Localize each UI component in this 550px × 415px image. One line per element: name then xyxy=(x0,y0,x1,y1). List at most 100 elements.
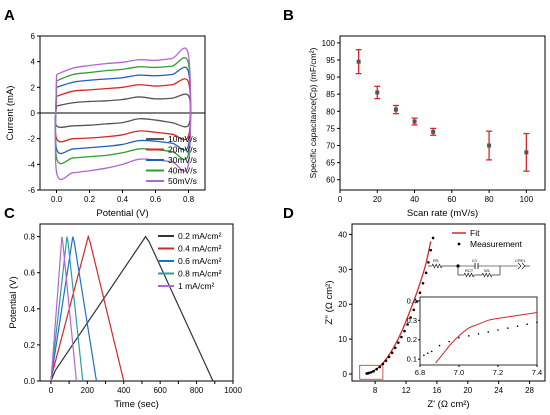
y-tick-label: 6 xyxy=(31,32,36,41)
y-tick-label: -2 xyxy=(28,135,36,144)
y-tick-label: 90 xyxy=(326,73,335,82)
measurement-point xyxy=(415,300,419,303)
measurement-point xyxy=(406,323,409,326)
y-tick-label: -4 xyxy=(28,160,36,169)
inset-measurement-point xyxy=(438,344,441,347)
inset-x-tick-label: 6.8 xyxy=(415,368,425,377)
measurement-point xyxy=(403,329,406,333)
y-tick-label: 40 xyxy=(338,230,347,239)
y-tick-label: 100 xyxy=(322,39,336,48)
y-tick-label: -6 xyxy=(28,186,36,195)
inset-measurement-point xyxy=(448,340,451,343)
measurement-point xyxy=(372,369,375,373)
x-tick-label: 8 xyxy=(373,386,378,395)
x-tick-label: 24 xyxy=(494,386,503,395)
legend-label: 1 mA/cm² xyxy=(178,281,215,291)
inset-x-tick-label: 7.2 xyxy=(493,368,503,377)
legend-label: 0.8 mA/cm² xyxy=(178,269,222,279)
y-tick-label: 0.4 xyxy=(24,305,36,314)
x-tick-label: 0 xyxy=(49,386,54,395)
x-tick-label: 0.2 xyxy=(84,195,96,204)
x-tick-label: 0.4 xyxy=(117,195,129,204)
circuit-resistor xyxy=(481,272,493,278)
data-point xyxy=(356,59,361,64)
legend-label: Fit xyxy=(470,228,480,238)
y-tick-label: 0.2 xyxy=(24,341,36,350)
plot-frame xyxy=(351,223,546,382)
y-tick-label: 60 xyxy=(326,176,335,185)
equivalent-circuit: RS C1 RCT W1 CPE1 xyxy=(428,258,530,278)
y-axis-title: Z'' (Ω cm²) xyxy=(324,281,335,325)
legend-label: 0.6 mA/cm² xyxy=(178,256,222,266)
x-tick-label: 0.6 xyxy=(150,195,162,204)
measurement-point xyxy=(421,282,425,285)
x-tick-label: 28 xyxy=(525,386,534,395)
legend-label: Measurement xyxy=(470,239,523,249)
measurement-point xyxy=(381,362,385,366)
x-tick-label: 600 xyxy=(153,386,167,395)
panel-letter-b: B xyxy=(283,7,294,24)
measurement-point xyxy=(409,316,412,319)
plot-frame xyxy=(39,223,234,382)
x-tick-label: 20 xyxy=(463,386,472,395)
data-point xyxy=(412,119,417,124)
data-point xyxy=(431,129,436,134)
legend-label: 50mV/s xyxy=(168,176,197,186)
x-tick-label: 1000 xyxy=(224,386,242,395)
gcd-curve-0.2 mA/cm² xyxy=(50,235,214,382)
inset-measurement-point xyxy=(497,329,499,331)
panel-d-eis-plot: 8 12 16 20 24 28 0 10 20 30 40 Z' (Ω cm²) Z'' (Ω cm²… xyxy=(324,223,546,410)
measurement-point xyxy=(393,346,397,350)
y-tick-label: 70 xyxy=(326,142,335,151)
cv-curve-10mV/s xyxy=(54,93,192,128)
y-tick-label: 0.0 xyxy=(24,377,36,386)
panel-letter-d: D xyxy=(283,205,294,222)
circuit-label-rct: RCT xyxy=(465,268,474,273)
inset-y-tick-label: 0.4 xyxy=(407,296,417,305)
y-axis-title: Potential (V) xyxy=(8,276,19,328)
y-tick-label: 0 xyxy=(31,109,36,118)
panel-b-capacitance-plot: 0 20 40 60 80 100 60 65 70 75 80 85 90 95 100 Scan rate… xyxy=(308,35,546,219)
inset-fit-curve xyxy=(435,312,538,364)
measurement-point xyxy=(390,351,394,355)
circuit-label-rs: RS xyxy=(433,258,439,263)
data-point xyxy=(393,107,398,112)
y-tick-label: 30 xyxy=(338,265,347,274)
x-tick-label: 0.8 xyxy=(183,195,195,204)
y-axis-title: Current (mA) xyxy=(5,86,16,141)
y-tick-label: 0.6 xyxy=(24,269,36,278)
circuit-resistor xyxy=(431,263,443,269)
legend-label: 0.4 mA/cm² xyxy=(178,244,222,254)
x-tick-label: 80 xyxy=(485,195,494,204)
inset-y-tick-label: 0.1 xyxy=(407,355,417,364)
inset-measurement-point xyxy=(487,331,490,333)
cv-curve-30mV/s xyxy=(54,66,192,155)
x-tick-label: 60 xyxy=(447,195,456,204)
inset-measurement-point xyxy=(506,327,509,329)
x-tick-label: 800 xyxy=(190,386,204,395)
panel-letter-c: C xyxy=(4,205,15,222)
x-tick-label: 100 xyxy=(520,195,534,204)
legend-label: 0.2 mA/cm² xyxy=(178,231,222,241)
measurement-point xyxy=(375,367,379,371)
measurement-point xyxy=(412,308,416,312)
measurement-point xyxy=(387,355,391,359)
panel-a-cv-plot: 0.0 0.2 0.4 0.6 0.8 -6 -4 -2 0 2 4 6 Potential (V) Cu… xyxy=(5,32,206,219)
inset-measurement-point xyxy=(516,325,519,327)
x-tick-label: 12 xyxy=(402,386,411,395)
y-tick-label: 95 xyxy=(326,56,335,65)
cv-curve-40mV/s xyxy=(54,57,192,165)
cv-curve-20mV/s xyxy=(54,78,192,143)
y-tick-label: 80 xyxy=(326,107,335,116)
measurement-point xyxy=(397,341,400,344)
inset-plot: 6.8 7.0 7.2 7.4 0.1 0.2 0.3 0.4 xyxy=(407,296,543,377)
legend-label: 10mV/s xyxy=(168,134,197,144)
plot-frame xyxy=(339,35,546,191)
y-tick-label: 85 xyxy=(326,90,335,99)
measurement-point xyxy=(367,371,371,375)
measurement-point xyxy=(431,236,435,240)
x-tick-label: 40 xyxy=(410,195,419,204)
legend-label: 40mV/s xyxy=(168,166,197,176)
measurement-point xyxy=(429,248,433,252)
